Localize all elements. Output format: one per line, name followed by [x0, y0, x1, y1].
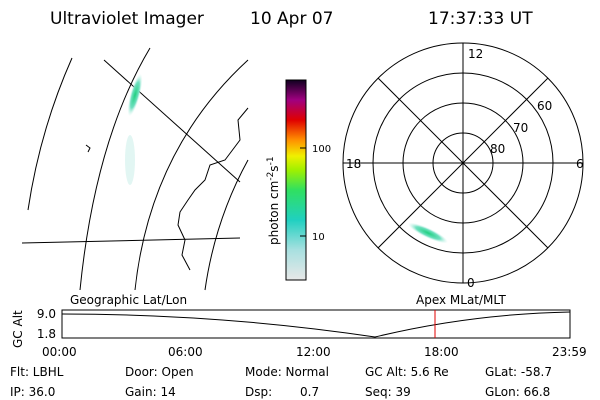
field: Gain: 14 — [125, 385, 176, 399]
field: Seq: 39 — [365, 385, 411, 399]
field: IP: 36.0 — [10, 385, 55, 399]
time: 17:37:33 UT — [428, 9, 533, 29]
timeline-label: Geographic Lat/Lon — [70, 293, 187, 307]
field: Door: Open — [125, 365, 194, 379]
mlt-label: 6 — [576, 157, 584, 171]
timeline-label: Apex MLat/MLT — [416, 293, 506, 307]
x-label: 00:00 — [42, 345, 77, 359]
mlt-label: 0 — [467, 276, 475, 290]
x-label: 12:00 — [296, 345, 331, 359]
timeline: Geographic Lat/Lon Apex MLat/MLT GC Alt … — [11, 293, 587, 359]
title: Ultraviolet Imager — [50, 9, 204, 29]
field: Flt: LBHL — [10, 365, 64, 379]
label-exp: -2 — [266, 172, 276, 181]
x-label: 23:59 — [552, 345, 587, 359]
colorbar: 100 10 photon cm-2s-1 — [266, 79, 331, 281]
x-label: 18:00 — [424, 345, 459, 359]
x-label: 06:00 — [168, 345, 203, 359]
date: 10 Apr 07 — [250, 9, 333, 29]
field: GLat: -58.7 — [485, 365, 552, 379]
lat-label: 70 — [513, 121, 528, 135]
y-label: 1.8 — [37, 327, 56, 341]
mlt-label: 18 — [346, 157, 361, 171]
mlt-label: 12 — [468, 47, 483, 61]
footer: Flt: LBHL IP: 36.0 Door: Open Gain: 14 M… — [10, 365, 552, 399]
geo-map — [21, 47, 249, 291]
y-label: 9.0 — [37, 307, 56, 321]
colorbar-tick: 10 — [312, 232, 325, 243]
label-exp: -1 — [266, 156, 276, 165]
field: GC Alt: 5.6 Re — [365, 365, 449, 379]
field: 0.7 — [300, 385, 319, 399]
colorbar-label: photon cm-2s-1 — [266, 156, 281, 245]
label-text: photon cm — [267, 181, 281, 245]
colorbar-tick: 100 — [312, 144, 331, 155]
lat-label: 60 — [537, 99, 552, 113]
y-title: GC Alt — [11, 310, 25, 348]
polar-plot: 12 18 6 0 60 70 80 — [342, 42, 584, 290]
field: Mode: Normal — [245, 365, 329, 379]
label-unit: s — [267, 165, 281, 171]
lat-label: 80 — [490, 142, 505, 156]
field: Dsp: — [245, 385, 272, 399]
field: GLon: 66.8 — [485, 385, 550, 399]
